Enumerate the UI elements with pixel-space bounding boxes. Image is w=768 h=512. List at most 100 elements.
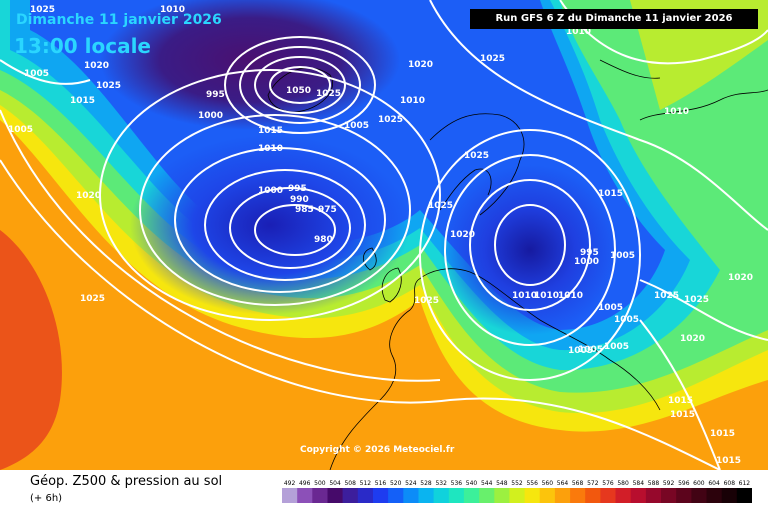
isobar-label: 1015 <box>716 456 741 466</box>
legend-swatch <box>676 488 692 503</box>
legend-swatch <box>570 488 586 503</box>
isobar-label: 985 <box>295 205 314 215</box>
legend-swatch <box>433 488 450 503</box>
legend-swatch <box>585 488 601 503</box>
isobar-label: 1010 <box>512 291 537 301</box>
legend-tick-label: 496 <box>299 480 311 487</box>
isobar-label: 1025 <box>80 294 105 304</box>
isobar-label: 1015 <box>710 429 735 439</box>
isobar-label: 1050 <box>286 86 311 96</box>
legend-tick-label: 520 <box>390 480 402 487</box>
isobar-label: 1015 <box>258 126 283 136</box>
isobar-label: 1025 <box>378 115 403 125</box>
legend-swatch <box>494 488 510 503</box>
legend-tick-label: 540 <box>466 480 478 487</box>
isobar-label: 1005 <box>8 125 33 135</box>
isobar-label: 1020 <box>680 334 705 344</box>
geopotential-map: 1025 1010 1010 1005 1020 1015 1025 1005 … <box>0 0 768 470</box>
isobar-label: 1015 <box>598 189 623 199</box>
isobar-label: 1005 <box>604 342 629 352</box>
legend-tick-label: 604 <box>708 480 720 487</box>
isobars <box>0 0 768 470</box>
isobar-label: 1025 <box>480 54 505 64</box>
legend-tick-label: 564 <box>557 480 569 487</box>
legend-swatch <box>403 488 419 503</box>
color-scale-legend: 492 496 500 504 508 512 516 520 524 528 532 536 540 5… <box>282 480 752 503</box>
field-band-red <box>0 230 62 470</box>
legend-swatch <box>645 488 662 503</box>
legend-swatch <box>721 488 738 503</box>
isobar-labels: 1025 1010 1010 1005 1020 1015 1025 1005 … <box>8 5 753 466</box>
legend-tick-label: 588 <box>648 480 660 487</box>
legend-swatch <box>509 488 526 503</box>
isobar-label: 1005 <box>578 345 603 355</box>
legend-swatch <box>418 488 435 503</box>
isobar-label: 1005 <box>610 251 635 261</box>
isobar-label: 1005 <box>344 121 369 131</box>
isobar-label: 1020 <box>728 273 753 283</box>
copyright-notice: Copyright © 2026 Meteociel.fr <box>300 445 455 455</box>
isobar-label: 1000 <box>258 186 283 196</box>
legend-tick-label: 572 <box>587 480 599 487</box>
legend-swatch <box>373 488 389 503</box>
legend-swatch <box>479 488 495 503</box>
isobar-label: 1005 <box>614 315 639 325</box>
isobar-label: 1025 <box>316 89 341 99</box>
isobar-label: 1025 <box>428 201 453 211</box>
legend-tick-label: 492 <box>284 480 296 487</box>
isobar-label: 1015 <box>70 96 95 106</box>
isobar-label: 1010 <box>258 144 283 154</box>
legend-subtitle: (+ 6h) <box>30 493 63 504</box>
legend-tick-label: 580 <box>617 480 629 487</box>
legend-swatch <box>706 488 723 503</box>
legend-tick-label: 532 <box>435 480 447 487</box>
legend-tick-label: 528 <box>420 480 432 487</box>
isobar-label: 1020 <box>408 60 433 70</box>
legend-title: Géop. Z500 & pression au sol <box>30 474 223 489</box>
low-pressure-core-atlantic <box>130 135 410 315</box>
isobar-label: 1015 <box>668 396 693 406</box>
low-pressure-core-europe <box>440 165 620 335</box>
legend-swatch <box>600 488 617 503</box>
isobar-label: 1010 <box>664 107 689 117</box>
legend-tick-label: 576 <box>602 480 614 487</box>
legend-tick-label: 608 <box>724 480 736 487</box>
legend-tick-label: 500 <box>314 480 326 487</box>
coastlines <box>267 59 768 470</box>
legend-tick-label: 568 <box>572 480 584 487</box>
legend-swatch <box>691 488 708 503</box>
isobar-label: 1020 <box>84 61 109 71</box>
model-run-banner: Run GFS 6 Z du Dimanche 11 janvier 2026 <box>470 9 758 29</box>
legend-tick-label: 544 <box>481 480 493 487</box>
isobar-label: 990 <box>290 195 309 205</box>
local-time-label: 13:00 locale <box>14 34 151 58</box>
legend-swatch <box>297 488 313 503</box>
isobar-label: 1010 <box>566 27 591 37</box>
isobar-label: 1025 <box>684 295 709 305</box>
legend-tick-label: 552 <box>511 480 523 487</box>
isobar-label: 1010 <box>160 5 185 15</box>
isobar-label: 1010 <box>534 291 559 301</box>
isobar-label: 1020 <box>450 230 475 240</box>
legend-tick-label: 516 <box>375 480 387 487</box>
isobar-label: 1025 <box>414 296 439 306</box>
isobar-label: 995 <box>580 248 599 258</box>
legend-swatch <box>463 488 480 503</box>
legend-tick-label: 592 <box>663 480 675 487</box>
legend-swatch <box>327 488 344 503</box>
legend-tick-label: 596 <box>678 480 690 487</box>
isobar-label: 1010 <box>558 291 583 301</box>
isobar-label: 1025 <box>654 291 679 301</box>
isobar-label: 995 <box>206 90 225 100</box>
legend-tick-label: 524 <box>405 480 417 487</box>
isobar-label: 1005 <box>598 303 623 313</box>
isobar-label: 1005 <box>568 346 593 356</box>
legend-tick-label: 584 <box>633 480 645 487</box>
legend-tick-label: 512 <box>360 480 372 487</box>
legend-tick-label: 560 <box>542 480 554 487</box>
legend-swatch <box>615 488 632 503</box>
legend-swatch <box>357 488 374 503</box>
legend-swatch <box>630 488 647 503</box>
legend-tick-label: 600 <box>693 480 705 487</box>
isobar-label: 1015 <box>670 410 695 420</box>
